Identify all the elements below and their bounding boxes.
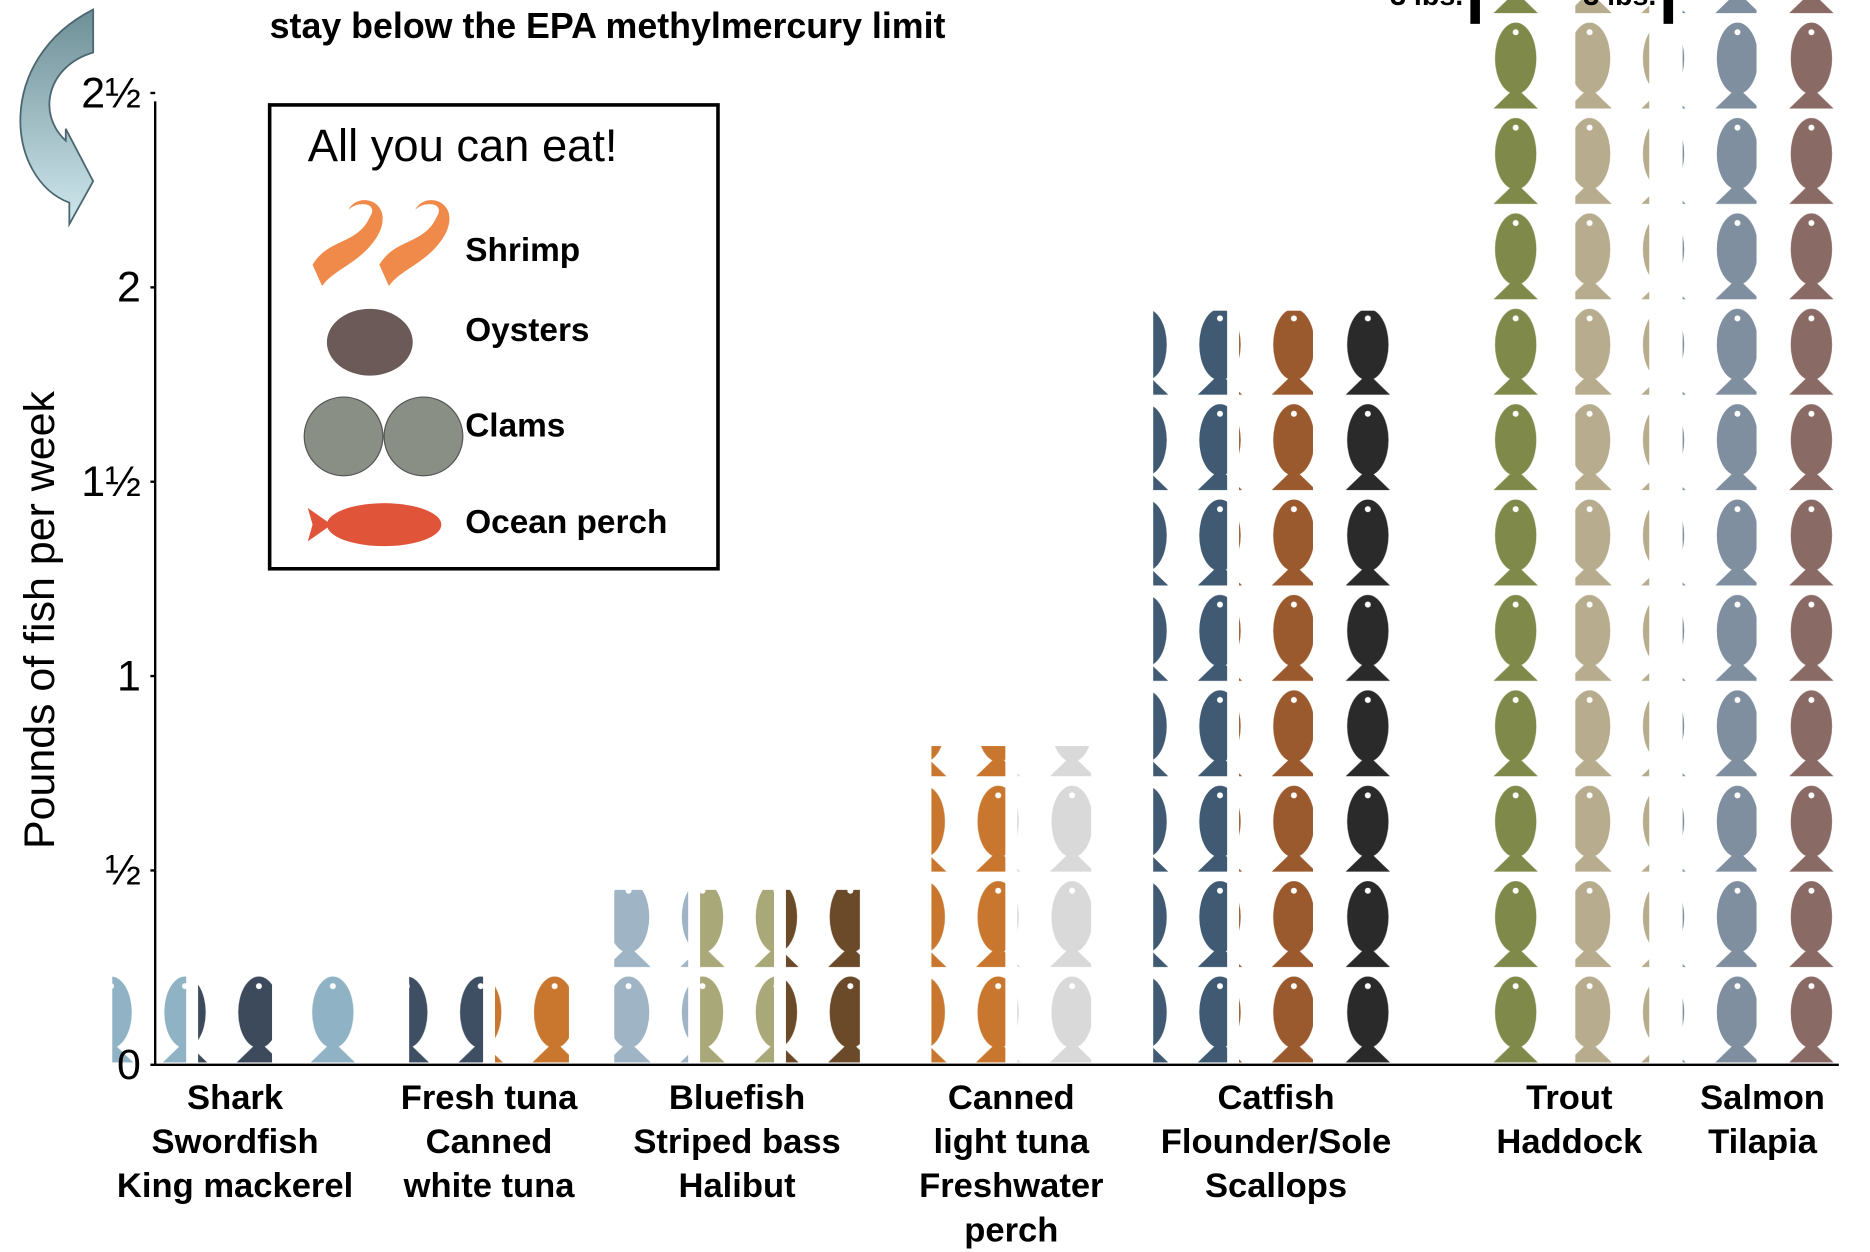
x-tick-label: light tuna <box>934 1123 1090 1161</box>
fish-column <box>1489 0 1563 1065</box>
y-tick-label: 1½ <box>81 458 141 506</box>
y-tick-label: 2½ <box>81 69 141 117</box>
category-group <box>931 746 1091 1065</box>
x-tick-label: Salmon <box>1700 1079 1825 1117</box>
clam-icon <box>304 397 383 476</box>
x-tick-label: Shark <box>187 1079 284 1117</box>
y-axis-label: Pounds of fish per week <box>16 391 64 849</box>
fish-column <box>1017 746 1091 1065</box>
legend-label: Shrimp <box>465 232 580 269</box>
category-group <box>614 890 860 1065</box>
x-tick-label: Flounder/Sole <box>1161 1123 1391 1161</box>
fish-column <box>1325 311 1399 1065</box>
legend-label: Ocean perch <box>465 504 667 541</box>
legend-label: Oysters <box>465 312 589 349</box>
y-tick-label: 2 <box>117 264 141 312</box>
fish-column <box>284 972 358 1065</box>
y-tick-label: 0 <box>117 1041 141 1089</box>
category-group <box>409 968 569 1065</box>
x-tick-label: King mackerel <box>117 1167 353 1205</box>
category-group <box>112 972 358 1065</box>
x-tick-label: Tilapia <box>1708 1123 1818 1161</box>
category-group: 3 lbs. <box>1390 0 1649 1065</box>
value-marker <box>1664 0 1674 24</box>
x-tick-label: Canned <box>426 1123 553 1161</box>
fish-column <box>1768 0 1842 1065</box>
x-tick-label: Bluefish <box>669 1079 805 1117</box>
x-tick-label: Canned <box>948 1079 1075 1117</box>
x-tick-label: Haddock <box>1496 1123 1643 1161</box>
fish-column <box>495 968 569 1065</box>
value-marker <box>1470 0 1480 24</box>
fish-column <box>409 968 483 1065</box>
value-label: 3 lbs. <box>1583 0 1656 12</box>
fish-column <box>1153 311 1227 1065</box>
oyster-icon <box>327 309 413 376</box>
fish-column <box>700 890 774 1065</box>
x-tick-label: white tuna <box>403 1167 576 1205</box>
x-tick-label: perch <box>964 1211 1058 1249</box>
fish-column <box>198 972 272 1065</box>
x-tick-label: Trout <box>1526 1079 1613 1117</box>
fish-column <box>1683 0 1757 1065</box>
category-group <box>1153 311 1399 1065</box>
fish-column <box>614 890 688 1065</box>
chart: stay below the EPA methylmercury limit P… <box>0 0 1870 1252</box>
x-tick-label: Scallops <box>1205 1167 1347 1205</box>
x-tick-label: Swordfish <box>152 1123 319 1161</box>
fish-column <box>786 890 860 1065</box>
legend-label: Clams <box>465 407 565 444</box>
clam-icon <box>384 397 463 476</box>
y-tick-label: 1 <box>117 652 141 700</box>
fish-column <box>1575 0 1649 1065</box>
x-tick-label: Halibut <box>679 1167 797 1205</box>
value-label: 3 lbs. <box>1390 0 1463 12</box>
fish-column <box>931 746 1005 1065</box>
x-tick-label: Striped bass <box>633 1123 840 1161</box>
x-tick-label: Catfish <box>1217 1079 1334 1117</box>
fish-column <box>1239 311 1313 1065</box>
legend-title: All you can eat! <box>308 120 618 171</box>
x-tick-label: Fresh tuna <box>401 1079 578 1117</box>
y-tick-label: ½ <box>105 847 141 895</box>
chart-title: stay below the EPA methylmercury limit <box>270 6 946 46</box>
x-tick-label: Freshwater <box>919 1167 1103 1205</box>
